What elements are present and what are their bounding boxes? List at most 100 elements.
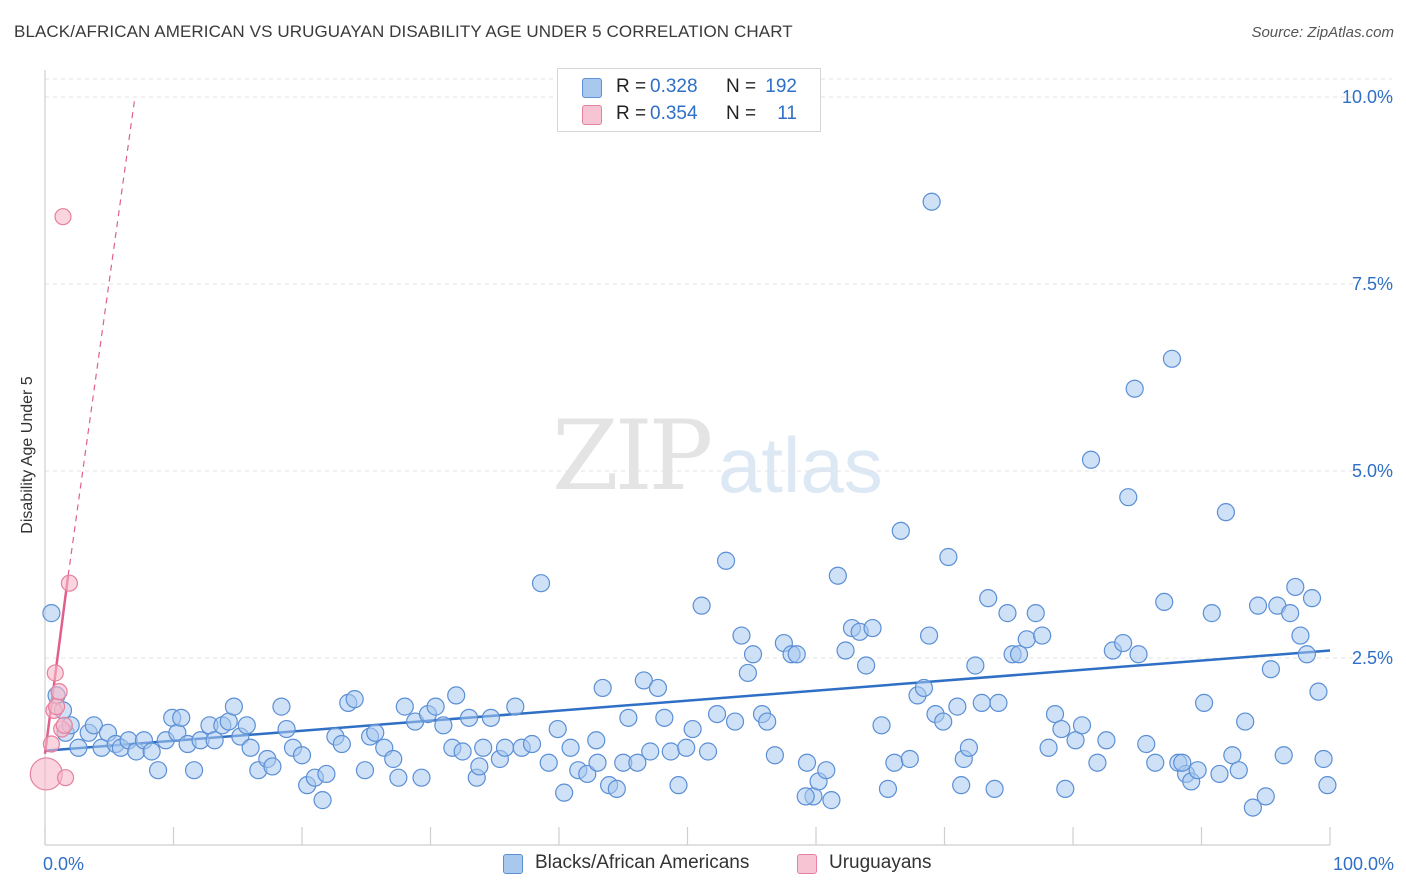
data-point (1088, 753, 1107, 772)
trend-line-uruguayans-extension (67, 96, 136, 576)
data-point (979, 589, 998, 608)
series-blacks-african-americans (42, 192, 1337, 817)
data-point (1125, 379, 1144, 398)
data-point (959, 738, 979, 757)
data-point (1045, 704, 1065, 724)
data-point (1052, 719, 1071, 739)
data-point (1066, 731, 1085, 750)
data-point (1081, 450, 1101, 469)
data-point (1248, 596, 1268, 615)
data-point (1056, 779, 1075, 799)
data-point (863, 618, 882, 638)
legend-r-label: R = (616, 76, 647, 97)
data-point (481, 708, 500, 727)
data-point (628, 753, 647, 772)
data-point (1129, 645, 1148, 664)
data-point (683, 719, 702, 739)
y-tick-label: 7.5% (1352, 274, 1393, 294)
data-point (395, 697, 414, 716)
data-point (531, 574, 551, 593)
legend-row-uruguayans: R = 0.354 N = 11 (558, 101, 820, 127)
data-point (796, 787, 815, 806)
data-point (593, 678, 612, 698)
data-point (1256, 787, 1275, 806)
bottom-legend-swatch-blue (503, 854, 523, 874)
data-point (634, 671, 653, 690)
legend-r-label: R = (616, 103, 647, 124)
data-point (1146, 753, 1165, 772)
watermark-atlas: atlas (718, 421, 883, 509)
data-point (922, 192, 941, 211)
y-tick-label: 5.0% (1352, 461, 1393, 481)
data-point (1119, 488, 1138, 507)
data-point (692, 596, 711, 615)
data-point (725, 712, 745, 731)
data-point (522, 734, 542, 754)
data-point (900, 749, 919, 769)
data-point (669, 776, 688, 795)
trend-line-blacks (44, 649, 1331, 752)
bottom-legend-label: Uruguayans (829, 852, 932, 873)
data-point (1243, 798, 1263, 817)
data-point (989, 693, 1008, 712)
data-point (142, 742, 161, 761)
data-point (205, 731, 224, 750)
y-tick-label: 10.0% (1342, 87, 1393, 107)
legend-row-blacks: R = 0.328 N = 192 (558, 74, 820, 100)
data-point (237, 716, 256, 735)
data-point (69, 738, 88, 757)
legend-swatch-pink (582, 105, 602, 125)
legend-n-value: 11 (777, 103, 797, 124)
data-point (1286, 577, 1305, 597)
data-point (1188, 761, 1207, 780)
data-point (1017, 630, 1036, 649)
tick-labels: 2.5% 5.0% 7.5% 10.0% 0.0% 100.0% (43, 87, 1394, 874)
data-point (317, 764, 336, 784)
data-point (184, 761, 204, 780)
data-point (50, 683, 68, 701)
data-point (891, 521, 910, 540)
data-point (878, 779, 898, 799)
data-point (743, 645, 763, 664)
data-point (434, 716, 453, 735)
data-point (1229, 761, 1248, 780)
data-point (966, 656, 985, 675)
bottom-legend-swatch-pink (797, 854, 817, 874)
data-point (453, 742, 472, 761)
source-credit: Source: ZipAtlas.com (1251, 24, 1394, 41)
data-point (1291, 626, 1310, 645)
data-point (738, 663, 757, 683)
legend-n-value: 192 (765, 76, 797, 97)
data-point (495, 738, 515, 757)
data-point (54, 208, 72, 226)
data-point (822, 791, 841, 810)
data-point (934, 712, 953, 731)
data-point (42, 735, 61, 753)
data-point (1137, 734, 1156, 754)
data-point (241, 738, 260, 757)
data-point (787, 645, 806, 664)
data-point (412, 768, 431, 787)
data-point (1314, 749, 1333, 769)
data-point (447, 686, 466, 705)
data-point (1162, 349, 1182, 368)
data-point (148, 761, 168, 780)
data-point (1223, 746, 1242, 765)
data-point (588, 753, 607, 772)
data-point (1173, 753, 1192, 772)
data-point (84, 716, 103, 735)
data-point (707, 704, 727, 724)
data-point (172, 708, 191, 727)
y-tick-label: 2.5% (1352, 648, 1393, 668)
data-point (263, 757, 282, 776)
grid-lines (45, 78, 1392, 659)
data-point (1318, 776, 1337, 795)
data-point (60, 574, 79, 592)
legend-r-value: 0.328 (650, 76, 698, 97)
data-point (648, 678, 668, 698)
data-point (1261, 660, 1280, 679)
data-point (313, 791, 332, 810)
data-point (716, 551, 736, 570)
data-point (366, 723, 385, 742)
